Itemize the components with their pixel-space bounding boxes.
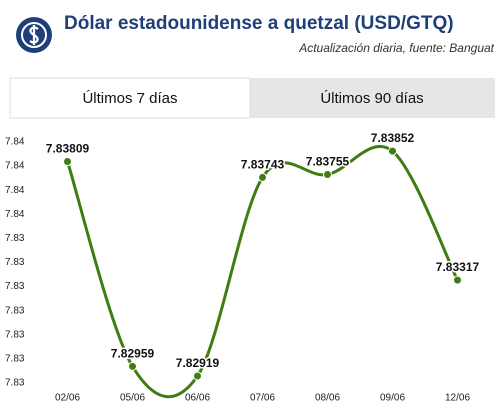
value-label: 7.82919 [176, 356, 220, 370]
x-tick-label: 09/06 [380, 393, 405, 404]
point [193, 371, 202, 381]
value-label: 7.82959 [111, 346, 155, 360]
value-label: 7.83809 [46, 142, 90, 156]
y-tick-label: 7.84 [5, 161, 25, 172]
y-tick-label: 7.83 [5, 233, 25, 244]
x-tick-label: 08/06 [315, 393, 340, 404]
point [63, 157, 72, 167]
currency-icon [16, 17, 52, 53]
point [453, 275, 462, 285]
point [323, 170, 332, 180]
x-tick-label: 12/06 [445, 393, 470, 404]
x-tick-label: 06/06 [185, 393, 210, 404]
x-tick-label: 05/06 [120, 393, 145, 404]
y-tick-label: 7.83 [5, 257, 25, 268]
y-tick-label: 7.83 [5, 354, 25, 365]
tab-active[interactable] [9, 77, 251, 119]
y-tick-label: 7.83 [5, 305, 25, 316]
value-label: 7.83755 [306, 155, 350, 169]
y-tick-label: 7.84 [5, 137, 25, 148]
y-tick-label: 7.84 [5, 209, 25, 220]
y-tick-label: 7.84 [5, 185, 25, 196]
tab-label[interactable]: Últimos 90 días [320, 90, 423, 107]
tab-inactive[interactable] [250, 78, 495, 118]
tab-label[interactable]: Últimos 7 días [82, 90, 177, 107]
y-tick-label: 7.83 [5, 281, 25, 292]
value-label: 7.83317 [436, 260, 480, 274]
point [128, 361, 137, 371]
y-tick-label: 7.83 [5, 329, 25, 340]
value-label: 7.83743 [241, 157, 285, 171]
y-tick-label: 7.83 [5, 378, 25, 389]
subtitle: Actualización diaria, fuente: Banguat [298, 41, 494, 55]
point [258, 172, 267, 182]
x-tick-label: 07/06 [250, 393, 275, 404]
point [388, 146, 397, 156]
title: Dólar estadounidense a quetzal (USD/GTQ) [64, 13, 454, 34]
value-label: 7.83852 [371, 131, 415, 145]
x-tick-label: 02/06 [55, 393, 80, 404]
